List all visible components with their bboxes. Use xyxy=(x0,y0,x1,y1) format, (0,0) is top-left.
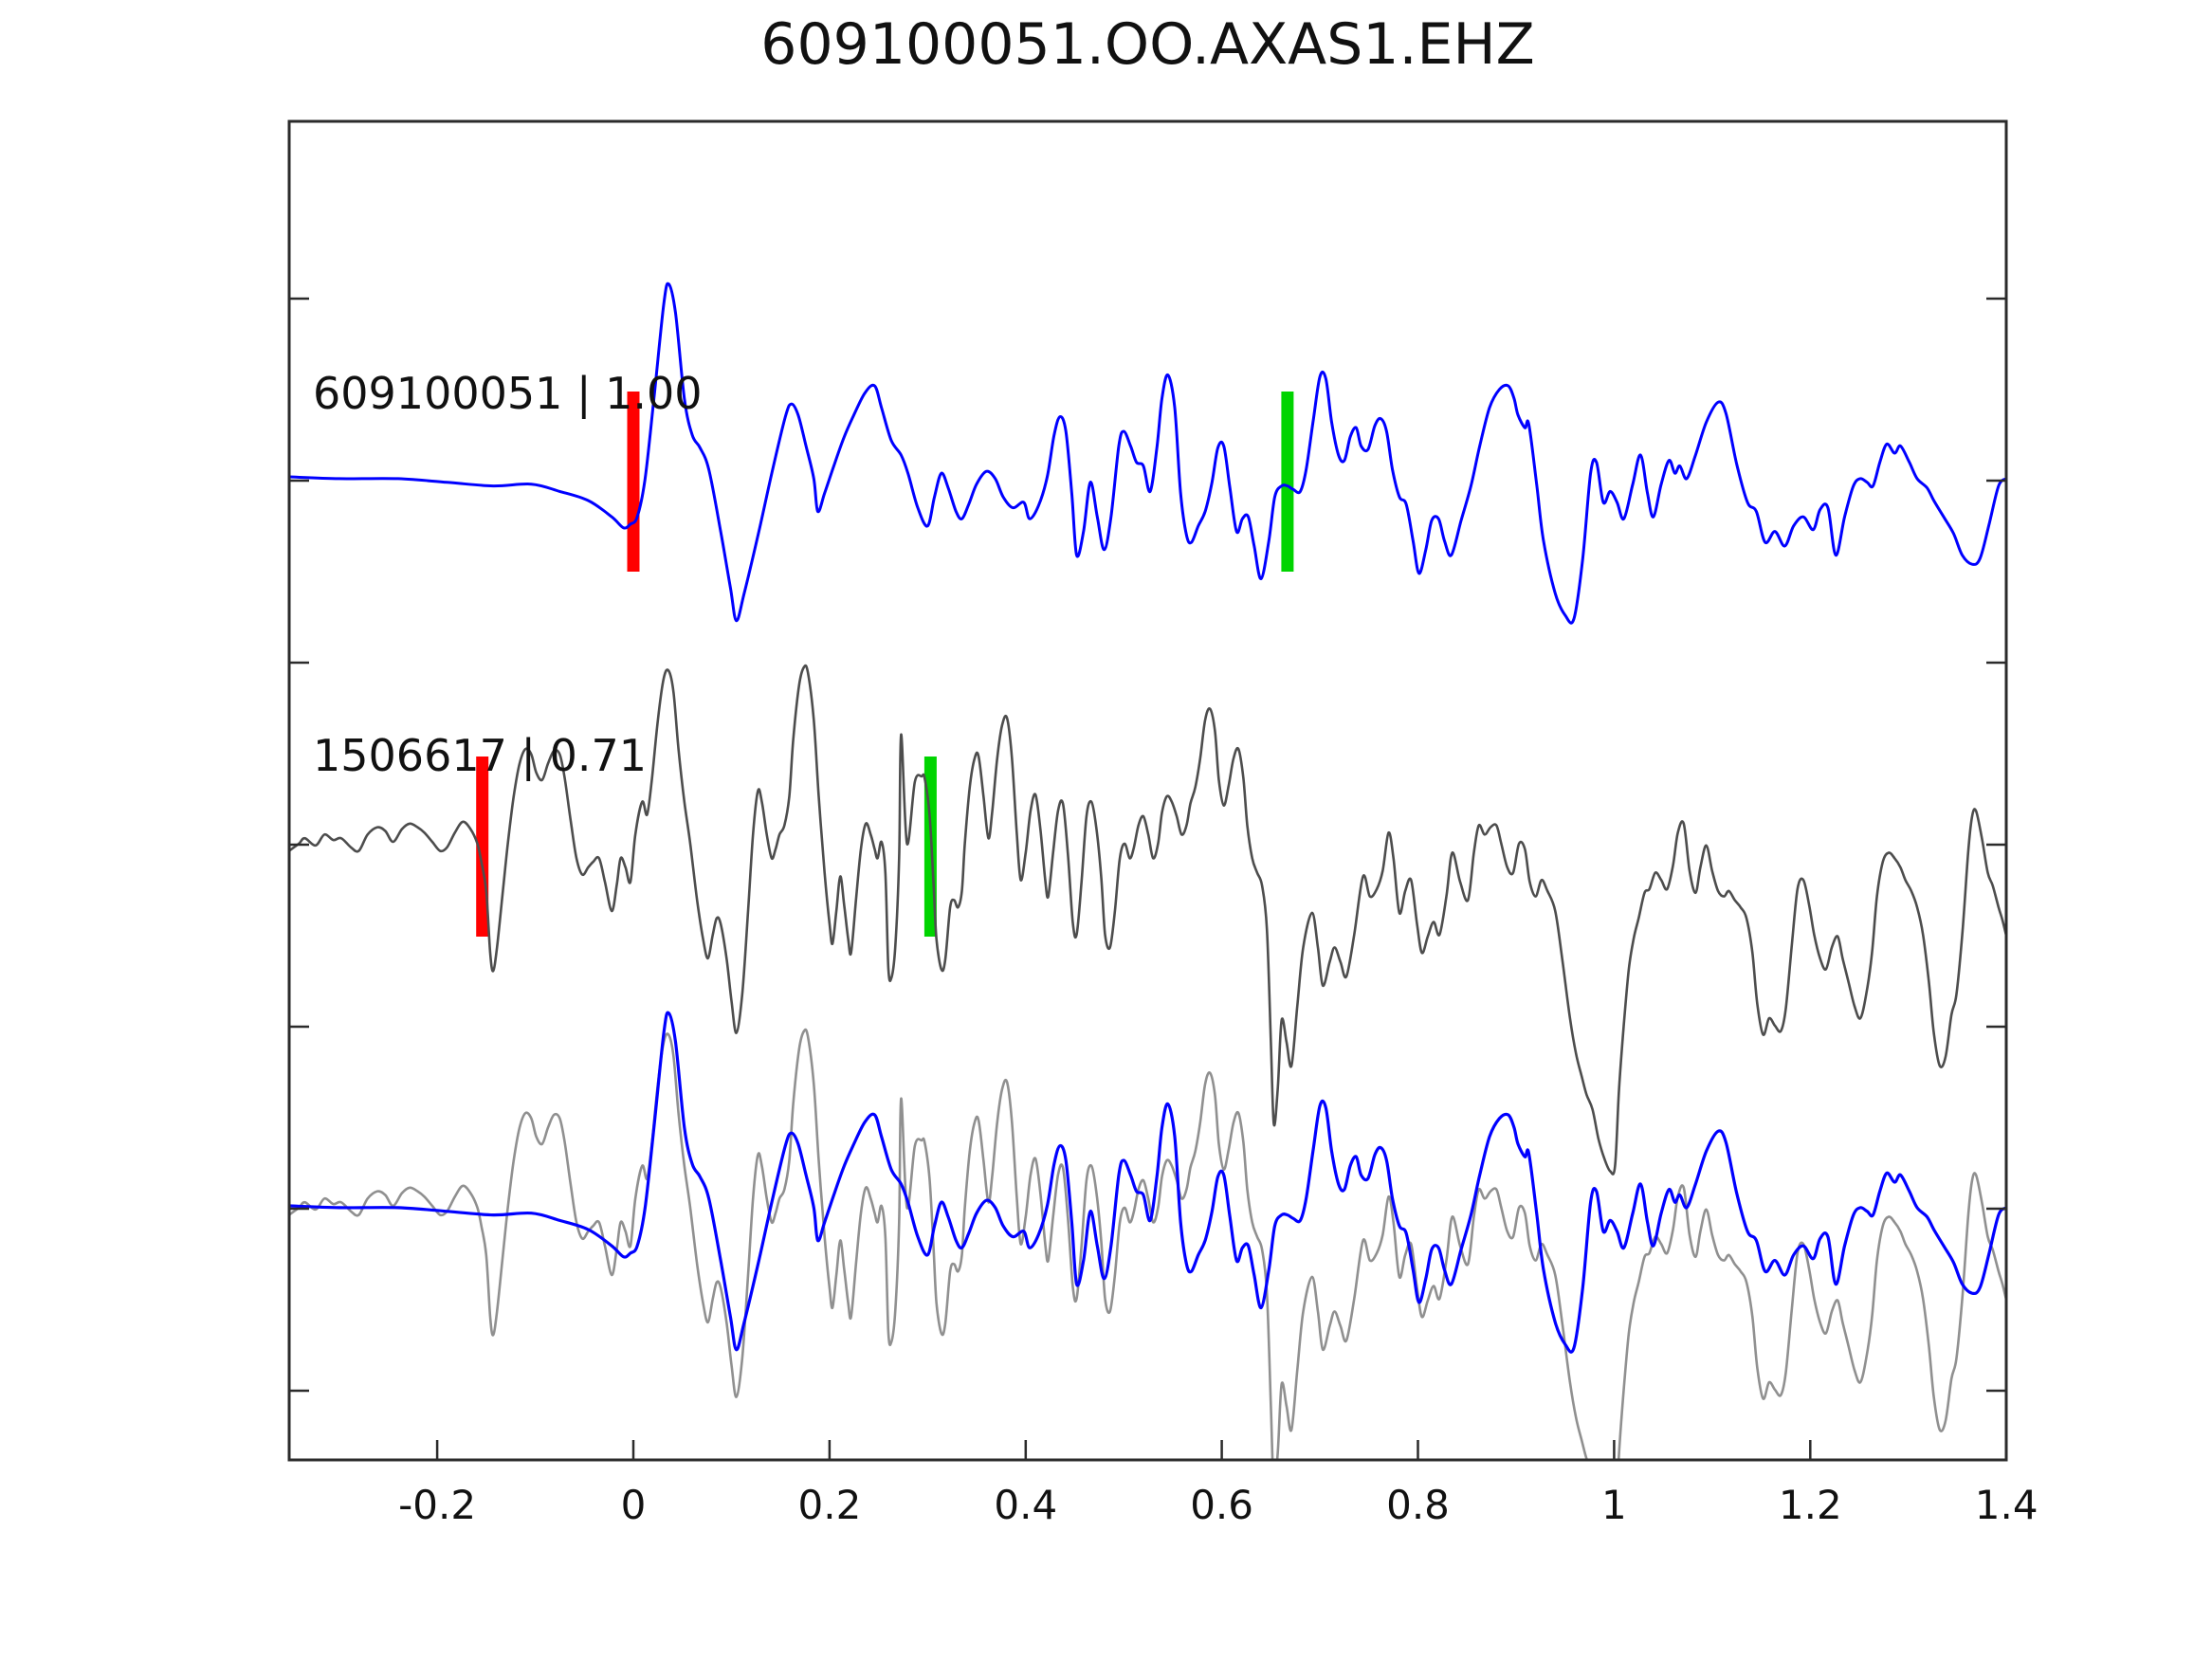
template-pick-marker xyxy=(627,392,640,572)
trace-label-template: 609100051 | 1.00 xyxy=(313,368,703,419)
x-tick-label: 1 xyxy=(1601,1482,1627,1528)
x-tick-label: 1.4 xyxy=(1975,1482,2038,1528)
x-tick-label: 0.2 xyxy=(798,1482,862,1528)
waveform-trace-template-panel0 xyxy=(289,282,2006,625)
waveform-trace-detection-panel1 xyxy=(289,664,2006,1176)
plot-frame xyxy=(287,119,2008,1462)
x-tick-label: -0.2 xyxy=(398,1482,476,1528)
waveform-trace-template-panel2 xyxy=(289,1011,2006,1354)
association-pick-marker xyxy=(1281,392,1294,572)
x-tick-label: 0 xyxy=(621,1482,647,1528)
x-tick-label: 0.4 xyxy=(994,1482,1057,1528)
x-tick-label: 0.6 xyxy=(1190,1482,1253,1528)
x-tick-label: 0.8 xyxy=(1386,1482,1450,1528)
waveform-trace-detection-panel2 xyxy=(289,1028,2006,1460)
trace-label-detection: 1506617 | 0.71 xyxy=(313,730,648,781)
chart-title: 609100051.OO.AXAS1.EHZ xyxy=(760,11,1535,78)
x-tick-label: 1.2 xyxy=(1779,1482,1842,1528)
